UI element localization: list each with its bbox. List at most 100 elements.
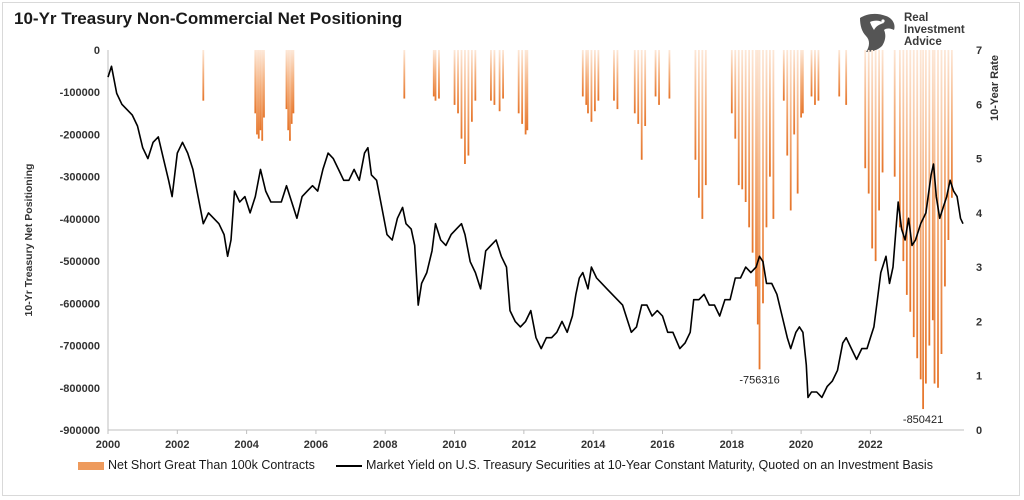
logo-line-1: Real [904,12,929,24]
net-short-bar [616,50,619,110]
net-short-bar [838,50,841,97]
x-tick-label: 2016 [650,439,674,451]
x-tick-label: 2022 [858,439,882,451]
net-short-bar [289,50,291,141]
net-short-bar [944,50,946,287]
net-short-bar [751,50,754,253]
net-short-bar [800,50,803,118]
net-short-bar [438,50,440,99]
net-short-bar [613,50,615,101]
net-short-bar [845,50,848,105]
net-short-bar [922,50,925,410]
net-short-bar [871,50,874,249]
y2-tick-label: 2 [976,316,982,328]
net-short-bar [756,50,759,325]
net-short-bar [587,50,589,114]
y-tick-label: -800000 [60,383,100,395]
net-short-bar [502,50,504,99]
net-short-bar [737,50,740,186]
net-short-bar [470,50,473,122]
net-short-bar [261,50,264,141]
net-short-bar [874,50,877,262]
net-short-bar [498,50,501,112]
net-short-bar [744,50,747,202]
y2-tick-label: 1 [976,371,982,383]
net-short-bar [285,50,288,110]
net-short-bar [793,50,796,135]
net-short-bar [202,50,205,101]
net-short-bar [796,50,799,194]
net-short-bar [741,50,744,190]
net-short-bar [919,50,922,380]
net-short-bar [654,50,657,97]
net-short-bar [256,50,258,135]
net-short-bar [864,50,867,169]
legend-label-bars: Net Short Great Than 100k Contracts [108,458,315,472]
x-tick-label: 2014 [581,439,606,451]
net-short-bar [464,50,466,164]
net-short-bar [898,50,901,228]
net-short-bar [782,50,785,101]
net-short-bar [881,50,884,173]
net-short-bar [909,50,912,312]
net-short-bar [434,50,437,101]
net-short-bar [928,50,931,346]
net-short-bar [769,50,771,177]
net-short-bar [817,50,820,101]
net-short-bar [292,50,295,114]
x-tick-label: 2000 [96,439,120,451]
net-short-bar [403,50,406,99]
net-short-bar [762,50,764,304]
y-tick-label: -300000 [60,172,100,184]
axes-layer [107,50,964,434]
y-tick-label: -400000 [60,214,100,226]
logo-text: Real Investment Advice [904,12,965,48]
y2-tick-label: 5 [976,154,982,166]
yield-line [107,65,964,399]
y2-tick-label: 4 [976,208,983,220]
net-short-bar [933,50,936,384]
net-short-bar [490,50,492,101]
net-short-bar [585,50,588,105]
legend-item-line: Market Yield on U.S. Treasury Securities… [336,458,933,472]
net-short-bar [668,50,671,99]
net-short-bar [290,50,293,124]
net-short-bar [644,50,647,126]
logo-line-2: Investment [904,24,965,36]
net-short-bar [801,50,804,114]
y2-tick-label: 3 [976,262,982,274]
net-short-bar [287,50,290,131]
y-tick-label: -100000 [60,87,100,99]
net-short-bar [493,50,496,105]
net-short-bar [947,50,950,240]
net-short-bar [257,50,260,139]
x-tick-label: 2010 [442,439,466,451]
net-short-bar [905,50,908,295]
legend-item-bars: Net Short Great Than 100k Contracts [78,458,315,472]
net-short-bar [637,50,640,124]
net-short-bar [263,50,265,118]
net-short-bar [878,50,880,211]
legend: Net Short Great Than 100k Contracts Mark… [0,455,1024,477]
x-tick-label: 2008 [373,439,397,451]
y-tick-label: -700000 [60,341,100,353]
net-short-bar [867,50,870,194]
data-label-annotation: -756316 [739,374,779,386]
net-short-bar [432,50,435,97]
logo-line-3: Advice [904,36,942,48]
net-short-bar [772,50,775,219]
net-short-bar [924,50,927,384]
net-short-bar [640,50,643,160]
net-short-bar [748,50,751,228]
net-short-bar [594,50,596,112]
net-short-bar [893,50,896,177]
y2-tick-label: 7 [976,45,982,57]
net-short-bar [810,50,813,97]
x-tick-label: 2018 [720,439,744,451]
brand-logo: Real Investment Advice [856,10,1006,60]
net-short-bar [697,50,700,198]
net-short-bar [940,50,943,354]
net-short-bar [734,50,737,139]
